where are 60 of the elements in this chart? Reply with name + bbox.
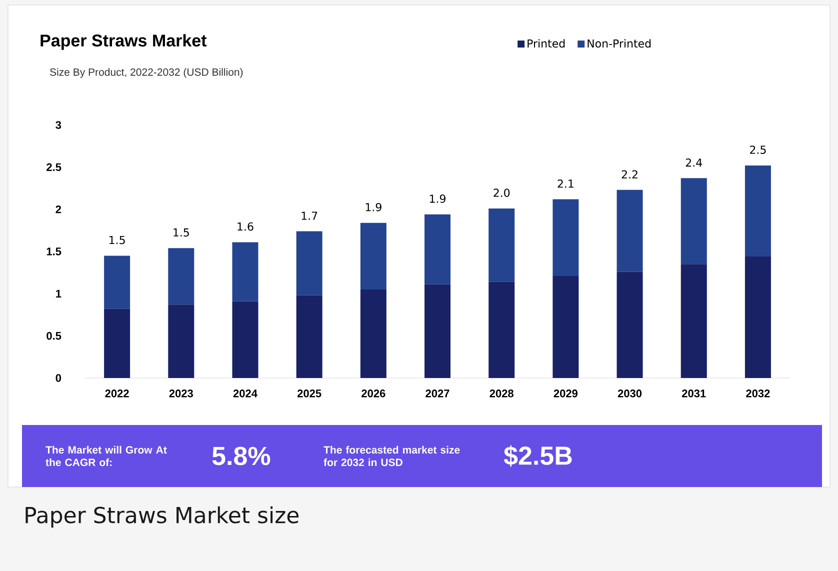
total-label: 2.4 <box>686 158 702 167</box>
total-label: 1.6 <box>238 222 254 231</box>
bar <box>168 248 194 305</box>
bar <box>744 165 771 257</box>
bar <box>296 231 322 296</box>
total-label: 1.5 <box>174 228 189 237</box>
bar <box>104 308 130 378</box>
text: 5.8% <box>212 446 270 466</box>
total-label: 1.9 <box>430 194 446 203</box>
bar <box>616 272 643 378</box>
bar <box>552 199 579 276</box>
x-tick-label: 2023 <box>169 390 193 398</box>
y-tick-label: 2.5 <box>46 163 62 172</box>
y-tick-label: 0.5 <box>46 332 62 340</box>
x-tick-label: 2028 <box>490 390 514 398</box>
legend-label: Non-Printed <box>588 39 651 48</box>
y-tick-label: 3 <box>56 121 62 129</box>
chart-title: Paper Straws Market <box>40 34 207 50</box>
text: $2.5B <box>504 445 572 467</box>
bar <box>360 289 386 378</box>
bar <box>360 222 386 290</box>
chart-subtitle: Size By Product, 2022-2032 (USD Billion) <box>50 68 243 78</box>
bar <box>168 304 194 378</box>
text: Paper Straws Market size <box>26 506 299 528</box>
x-tick-label: 2026 <box>362 390 386 398</box>
bar <box>680 178 707 264</box>
x-tick-label: 2029 <box>554 390 578 398</box>
x-tick-label: 2024 <box>233 390 258 398</box>
total-label: 2.1 <box>558 180 574 188</box>
total-label: 2.2 <box>622 170 638 178</box>
bar <box>488 282 515 378</box>
total-label: 2.0 <box>494 188 510 197</box>
x-tick-label: 2022 <box>105 390 129 398</box>
x-tick-label: 2027 <box>426 390 450 398</box>
total-label: 1.5 <box>110 236 125 244</box>
bar <box>744 256 771 378</box>
bar <box>552 276 579 378</box>
bar <box>488 208 515 282</box>
bar <box>296 295 322 378</box>
bar <box>232 301 258 378</box>
bar <box>424 214 451 284</box>
y-tick-label: 1 <box>56 290 62 298</box>
total-label: 1.9 <box>366 202 382 212</box>
y-tick-label: 2 <box>56 206 62 214</box>
x-tick-label: 2030 <box>618 390 642 398</box>
text: The forecasted market size for 2032 in USD <box>324 446 460 466</box>
bar <box>616 190 643 272</box>
text: The Market will Grow At the CAGR of: <box>46 446 167 466</box>
x-tick-label: 2032 <box>746 390 770 398</box>
total-label: 1.7 <box>302 212 318 220</box>
bar <box>424 284 451 378</box>
bar <box>680 264 707 378</box>
total-label: 2.5 <box>750 146 766 154</box>
x-tick-label: 2031 <box>682 390 706 398</box>
bar <box>104 256 130 309</box>
y-tick-label: 1.5 <box>46 248 62 256</box>
legend-label: Printed <box>528 39 565 48</box>
bar <box>232 242 258 302</box>
y-tick-label: 0 <box>56 374 62 382</box>
x-tick-label: 2025 <box>297 390 322 398</box>
